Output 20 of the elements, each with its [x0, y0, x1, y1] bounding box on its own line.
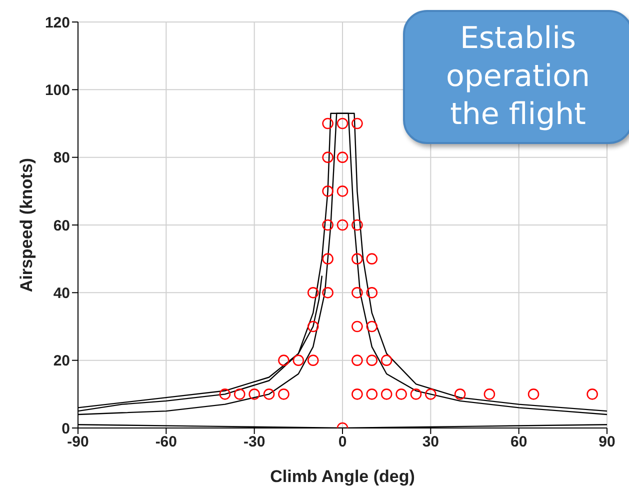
y-tick-label: 80 [53, 150, 70, 167]
x-tick-label: -90 [67, 434, 89, 451]
y-axis-title: Airspeed (knots) [17, 158, 36, 292]
x-tick-label: 0 [338, 434, 347, 451]
x-tick-label: -30 [243, 434, 266, 451]
x-axis-title: Climb Angle (deg) [270, 467, 415, 486]
y-tick-label: 0 [62, 420, 70, 438]
y-tick-label: 60 [53, 217, 70, 234]
y-tick-label: 100 [44, 82, 70, 99]
y-tick-label: 120 [44, 14, 70, 32]
x-tick-label: -60 [155, 434, 178, 451]
y-tick-label: 40 [53, 284, 70, 302]
annotation: Establis [458, 20, 578, 58]
callout-box: Establis operation the flight [403, 10, 629, 144]
x-tick-label: 30 [422, 434, 440, 451]
annotation: the flight [449, 96, 587, 134]
x-tick-label: 60 [510, 434, 528, 451]
x-tick-label: 90 [598, 434, 616, 451]
annotation: operation [444, 58, 592, 96]
y-tick-label: 20 [53, 352, 70, 370]
